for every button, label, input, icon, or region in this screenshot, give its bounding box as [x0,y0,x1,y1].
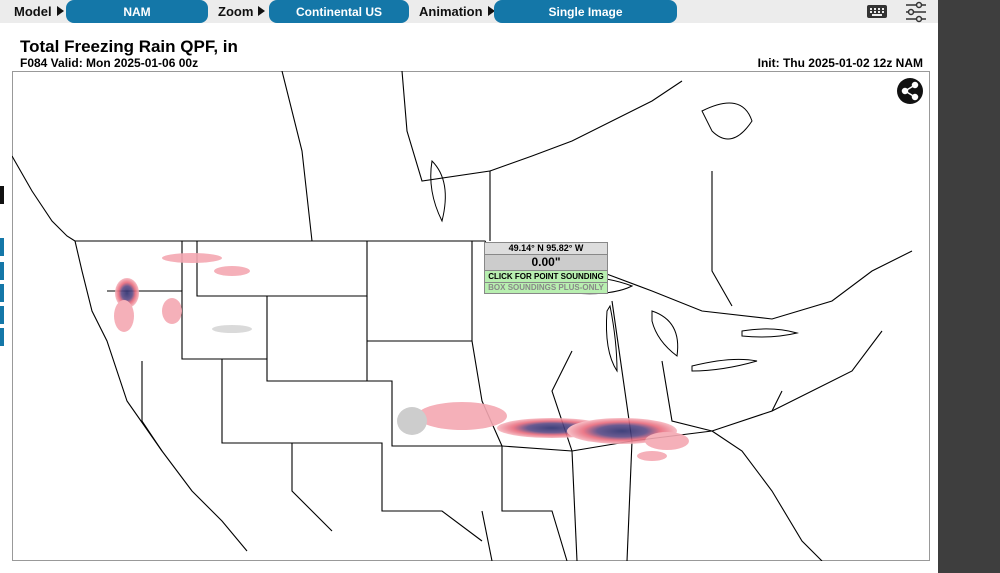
zoom-label: Zoom [218,4,266,19]
point-popup[interactable]: 49.14° N 95.82° W 0.00" CLICK FOR POINT … [484,242,608,294]
left-tab [0,238,4,256]
model-label-text: Model [14,4,52,19]
popup-note: BOX SOUNDINGS PLUS-ONLY [484,283,608,294]
toolbar: Model NAM Zoom Continental US Animation … [0,0,938,23]
left-tab [0,328,4,346]
map[interactable] [12,71,930,561]
zoom-button[interactable]: Continental US [269,0,409,23]
left-tab [0,186,4,204]
animation-label-text: Animation [419,4,483,19]
left-tab [0,262,4,280]
animation-button[interactable]: Single Image [494,0,677,23]
init-time: Init: Thu 2025-01-02 12z NAM [757,56,923,70]
popup-action[interactable]: CLICK FOR POINT SOUNDING [484,271,608,283]
keyboard-icon[interactable] [866,3,888,19]
popup-value: 0.00" [484,255,608,271]
popup-coords: 49.14° N 95.82° W [484,242,608,255]
zoom-label-text: Zoom [218,4,254,19]
model-button[interactable]: NAM [66,0,208,23]
valid-time: F084 Valid: Mon 2025-01-06 00z [20,56,199,70]
left-tab [0,284,4,302]
freezing-rain [114,253,689,461]
boundaries [12,71,913,561]
animation-label: Animation [419,4,495,19]
share-button[interactable] [897,78,923,104]
share-icon [901,81,919,101]
map-title: Total Freezing Rain QPF, in [20,37,238,56]
side-panel [938,0,1000,573]
left-tab [0,306,4,324]
settings-icon[interactable] [904,1,928,23]
model-label: Model [14,4,64,19]
